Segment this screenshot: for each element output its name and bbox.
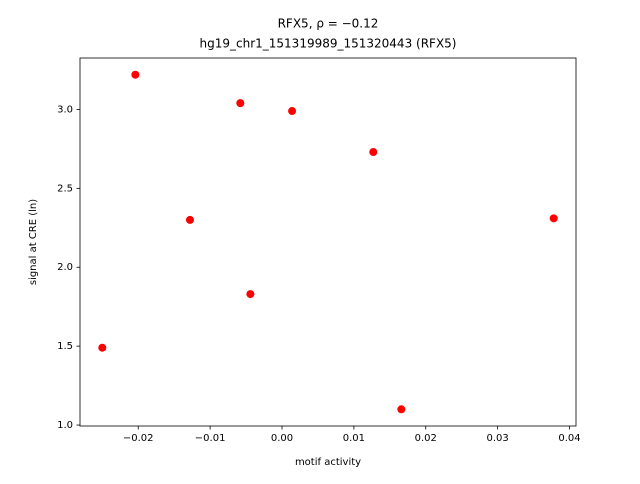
- point: [236, 99, 245, 108]
- axes-frame: [79, 57, 577, 427]
- y-tick-label: 2.5: [57, 183, 73, 194]
- point: [288, 107, 297, 116]
- point: [549, 214, 558, 223]
- chart-title: RFX5, ρ = −0.12: [278, 17, 379, 31]
- point: [98, 343, 107, 352]
- x-tick-label: 0.03: [487, 433, 509, 444]
- x-tick-label: 0.02: [415, 433, 437, 444]
- x-axis-label: motif activity: [295, 457, 361, 468]
- point: [246, 290, 255, 299]
- x-tick-label: 0.01: [343, 433, 365, 444]
- y-tick-label: 3.0: [57, 104, 73, 115]
- point: [397, 405, 406, 414]
- y-axis-label: signal at CRE (ln): [28, 199, 39, 285]
- x-tick-label: −0.01: [195, 433, 226, 444]
- x-tick-label: −0.02: [123, 433, 154, 444]
- point: [185, 215, 194, 224]
- y-tick-label: 1.0: [57, 420, 73, 431]
- y-tick-label: 2.0: [57, 262, 73, 273]
- x-tick-label: 0.04: [558, 433, 580, 444]
- point: [369, 148, 378, 157]
- x-tick-label: 0.00: [271, 433, 293, 444]
- point: [131, 70, 140, 79]
- y-tick-label: 1.5: [57, 341, 73, 352]
- chart-subtitle: hg19_chr1_151319989_151320443 (RFX5): [200, 37, 457, 51]
